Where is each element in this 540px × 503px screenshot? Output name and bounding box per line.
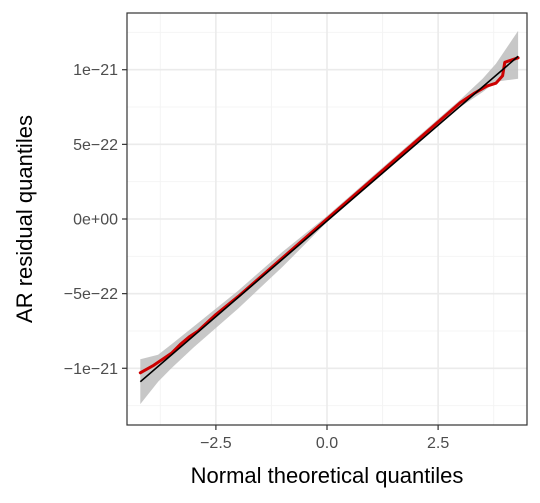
- grid: [127, 13, 527, 425]
- y-axis-ticks: −1e−21 −5e−22 0e+00 5e−22 1e−21: [64, 62, 127, 378]
- y-tick-label: 5e−22: [73, 137, 118, 154]
- y-tick-label: 0e+00: [73, 212, 118, 229]
- x-tick-label: −2.5: [200, 435, 232, 452]
- series-layer: [138, 55, 520, 383]
- y-tick-label: 1e−21: [73, 62, 118, 79]
- x-axis-ticks: −2.5 0.0 2.5: [200, 425, 449, 452]
- x-axis-title: Normal theoretical quantiles: [191, 463, 464, 488]
- x-tick-label: 2.5: [427, 435, 449, 452]
- reference-line: [139, 55, 519, 383]
- y-tick-label: −1e−21: [64, 361, 118, 378]
- x-tick-label: 0.0: [316, 435, 338, 452]
- sample-quantiles-line: [138, 56, 520, 375]
- y-tick-label: −5e−22: [64, 286, 118, 303]
- y-axis-title: AR residual quantiles: [12, 115, 37, 323]
